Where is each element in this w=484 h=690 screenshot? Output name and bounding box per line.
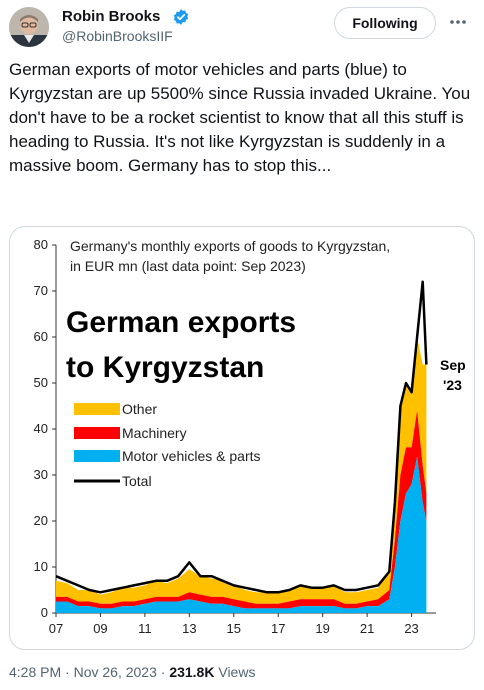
x-tick-label: 23: [404, 621, 418, 636]
following-button[interactable]: Following: [334, 7, 436, 39]
tweet-text: German exports of motor vehicles and par…: [9, 60, 471, 175]
tweet-header: Robin Brooks @RobinBrooksIIF Following: [0, 0, 484, 56]
total-line: [55, 280, 428, 594]
machinery-area: [56, 410, 427, 609]
x-tick-label: 17: [271, 621, 285, 636]
views-label: Views: [214, 664, 256, 680]
chart-title-line1: German exports: [66, 306, 296, 339]
verified-badge-icon: [172, 8, 190, 26]
tweet-meta: 4:28 PM · Nov 26, 2023 · 231.8K Views: [9, 664, 255, 680]
y-tick-label: 40: [34, 421, 48, 436]
y-tick-label: 10: [34, 559, 48, 574]
y-tick-label: 30: [34, 467, 48, 482]
end-label-line2: '23: [443, 377, 462, 393]
chart-annotation-line2: in EUR mn (last data point: Sep 2023): [70, 258, 306, 274]
x-tick-label: 21: [360, 621, 374, 636]
legend-label: Motor vehicles & parts: [122, 448, 261, 464]
author-handle[interactable]: @RobinBrooksIIF: [62, 28, 173, 44]
chart-title-line2: to Kyrgyzstan: [66, 351, 264, 384]
x-tick-label: 19: [315, 621, 329, 636]
other-area: [56, 337, 427, 604]
tweet-timestamp[interactable]: 4:28 PM · Nov 26, 2023 ·: [9, 664, 170, 680]
export-chart: 0 10 20 30 40 50 60 70 80 07 09 11 13 15 17 19 21 23 Germa…: [34, 237, 466, 636]
y-tick-label: 70: [34, 283, 48, 298]
y-tick-label: 20: [34, 513, 48, 528]
legend-label: Total: [122, 473, 152, 489]
more-dots-icon[interactable]: [448, 12, 468, 32]
chart-annotation-line1: Germany's monthly exports of goods to Ky…: [70, 238, 390, 254]
y-tick-label: 60: [34, 329, 48, 344]
x-tick-label: 07: [49, 621, 63, 636]
legend-swatch: [74, 403, 120, 415]
tweet-media-chart[interactable]: 0 10 20 30 40 50 60 70 80 07 09 11 13 15 17 19 21 23 Germa…: [9, 226, 475, 650]
legend-label: Machinery: [122, 425, 187, 441]
x-tick-label: 15: [227, 621, 241, 636]
end-label-line1: Sep: [440, 357, 466, 373]
y-tick-label: 80: [34, 237, 48, 252]
x-tick-label: 11: [138, 621, 152, 636]
legend-swatch: [74, 450, 120, 462]
views-count: 231.8K: [169, 664, 215, 680]
y-tick-label: 50: [34, 375, 48, 390]
avatar[interactable]: [9, 7, 49, 47]
x-tick-label: 13: [182, 621, 196, 636]
legend-label: Other: [122, 401, 157, 417]
x-tick-label: 09: [93, 621, 107, 636]
author-name[interactable]: Robin Brooks: [62, 8, 161, 25]
y-tick-label: 0: [41, 605, 48, 620]
legend-swatch: [74, 427, 120, 439]
